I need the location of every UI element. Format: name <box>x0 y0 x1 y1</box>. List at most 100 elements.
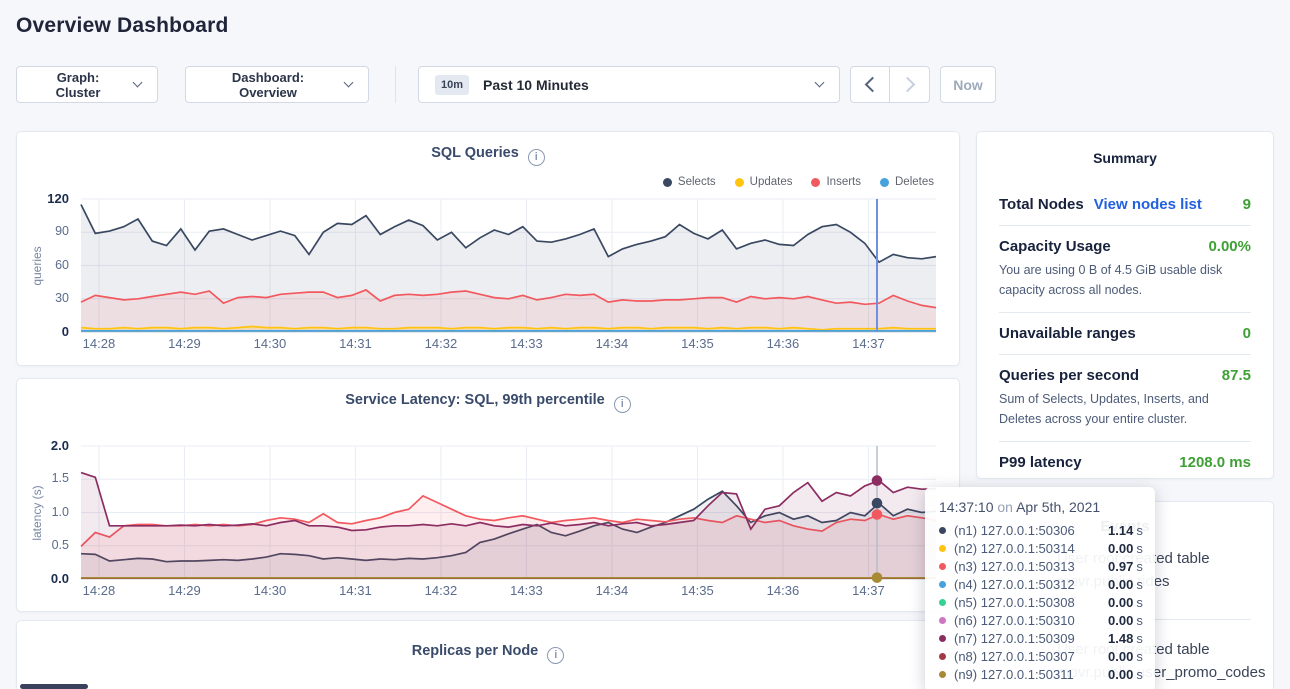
time-nav-arrows <box>850 66 930 103</box>
legend-item[interactable]: Inserts <box>811 176 861 188</box>
tooltip-node-label: (n5) 127.0.0.1:50308 <box>954 595 1108 610</box>
x-axis-tick: 14:33 <box>510 583 543 598</box>
x-axis-tick: 14:32 <box>425 583 458 598</box>
x-axis-tick: 14:34 <box>596 336 629 351</box>
replicas-per-node-card: Replicas per Node i <box>16 620 960 689</box>
chart-title-text: Service Latency: SQL, 99th percentile <box>345 392 605 408</box>
tooltip-node-row: (n1) 127.0.0.1:503061.14s <box>939 521 1143 539</box>
summary-value: 9 <box>1243 196 1251 213</box>
time-range-label: Past 10 Minutes <box>483 77 589 93</box>
tooltip-node-label: (n3) 127.0.0.1:50313 <box>954 559 1108 574</box>
legend-item[interactable]: Deletes <box>880 176 934 188</box>
info-icon[interactable]: i <box>547 647 564 664</box>
view-nodes-link[interactable]: View nodes list <box>1094 196 1202 213</box>
summary-label: Unavailable ranges <box>999 325 1136 342</box>
overview-dashboard-page: Overview Dashboard Graph: Cluster Dashbo… <box>0 14 1290 689</box>
legend-label: Updates <box>750 176 793 188</box>
x-axis-tick: 14:29 <box>168 583 201 598</box>
info-icon[interactable]: i <box>528 149 545 166</box>
now-button[interactable]: Now <box>940 66 996 103</box>
y-axis-unit-label: queries <box>30 246 44 285</box>
tooltip-node-value: 1.48 <box>1108 631 1133 646</box>
legend-label: Deletes <box>895 176 934 188</box>
tooltip-node-label: (n4) 127.0.0.1:50312 <box>954 577 1108 592</box>
tooltip-node-unit: s <box>1136 595 1143 610</box>
legend-dot <box>663 178 672 187</box>
x-axis-tick: 14:36 <box>767 583 800 598</box>
x-axis-tick: 14:31 <box>339 336 372 351</box>
summary-row: Unavailable ranges 0 <box>999 312 1251 354</box>
chart-title: Service Latency: SQL, 99th percentile i <box>17 392 959 413</box>
service-latency-plot[interactable]: 0.00.51.01.52.014:2814:2914:3014:3114:32… <box>81 446 936 579</box>
x-axis-tick: 14:28 <box>83 583 116 598</box>
time-prev-button[interactable] <box>850 66 890 103</box>
time-next-button[interactable] <box>890 66 930 103</box>
series-color-dot <box>939 527 946 534</box>
dashboard-dropdown[interactable]: Dashboard: Overview <box>185 66 369 103</box>
legend-label: Selects <box>678 176 716 188</box>
info-icon[interactable]: i <box>614 396 631 413</box>
sql-queries-card: SQL Queries i Selects Updates Inserts Delete… <box>16 131 960 366</box>
summary-row: Total Nodes View nodes list 9 <box>999 184 1251 225</box>
tooltip-node-row: (n6) 127.0.0.1:503100.00s <box>939 611 1143 629</box>
summary-panel: Summary Total NodesView nodes list9Capac… <box>976 131 1274 479</box>
toolbar: Graph: Cluster Dashboard: Overview 10m P… <box>16 66 1274 103</box>
summary-subtext: You are using 0 B of 4.5 GiB usable disk… <box>999 260 1249 300</box>
chart-title-text: SQL Queries <box>431 145 519 161</box>
tooltip-node-row: (n5) 127.0.0.1:503080.00s <box>939 593 1143 611</box>
x-axis-tick: 14:34 <box>596 583 629 598</box>
tooltip-node-row: (n4) 127.0.0.1:503120.00s <box>939 575 1143 593</box>
tooltip-timestamp: 14:37:10 on Apr 5th, 2021 <box>939 499 1143 515</box>
summary-label: P99 latency <box>999 454 1082 471</box>
summary-subtext: Sum of Selects, Updates, Inserts, and De… <box>999 389 1249 429</box>
y-axis-tick: 0.0 <box>25 571 69 586</box>
tooltip-node-row: (n7) 127.0.0.1:503091.48s <box>939 629 1143 647</box>
chart-title: SQL Queries i <box>17 145 959 166</box>
x-axis-tick: 14:28 <box>83 336 116 351</box>
series-color-dot <box>939 653 946 660</box>
tooltip-node-unit: s <box>1136 649 1143 664</box>
summary-value: 1208.0 ms <box>1179 454 1251 471</box>
series-color-dot <box>939 581 946 588</box>
x-axis-tick: 14:37 <box>852 583 885 598</box>
graph-dropdown[interactable]: Graph: Cluster <box>16 66 158 103</box>
tooltip-node-value: 0.97 <box>1108 559 1133 574</box>
tooltip-node-label: (n9) 127.0.0.1:50311 <box>954 667 1108 682</box>
tooltip-node-label: (n8) 127.0.0.1:50307 <box>954 649 1108 664</box>
clipped-axis-label <box>20 684 88 689</box>
summary-value: 0 <box>1243 325 1251 342</box>
sql-queries-plot[interactable]: 030609012014:2814:2914:3014:3114:3214:33… <box>81 199 936 332</box>
x-axis-tick: 14:32 <box>425 336 458 351</box>
legend-dot <box>880 178 889 187</box>
summary-row: Queries per second87.5Sum of Selects, Up… <box>999 354 1251 441</box>
tooltip-node-row: (n8) 127.0.0.1:503070.00s <box>939 647 1143 665</box>
y-axis-tick: 90 <box>25 224 69 238</box>
chevron-right-icon <box>900 77 916 93</box>
chevron-down-icon <box>344 78 354 88</box>
page-title: Overview Dashboard <box>16 14 1290 38</box>
time-range-badge: 10m <box>435 75 469 95</box>
legend-dot <box>811 178 820 187</box>
series-color-dot <box>939 599 946 606</box>
tooltip-node-value: 0.00 <box>1108 667 1133 682</box>
toolbar-divider <box>395 66 396 103</box>
dashboard-dropdown-label: Dashboard: Overview <box>202 70 334 100</box>
tooltip-node-unit: s <box>1136 541 1143 556</box>
legend-dot <box>735 178 744 187</box>
time-range-dropdown[interactable]: 10m Past 10 Minutes <box>418 66 840 103</box>
chevron-down-icon <box>815 78 825 88</box>
summary-label: Total Nodes <box>999 196 1084 213</box>
graph-dropdown-label: Graph: Cluster <box>33 70 123 100</box>
y-axis-unit-label: latency (s) <box>30 485 44 540</box>
legend-item[interactable]: Updates <box>735 176 793 188</box>
tooltip-node-value: 0.00 <box>1108 541 1133 556</box>
tooltip-node-value: 0.00 <box>1108 595 1133 610</box>
tooltip-node-unit: s <box>1136 613 1143 628</box>
tooltip-node-unit: s <box>1136 523 1143 538</box>
chart-title-text: Replicas per Node <box>412 643 539 659</box>
series-color-dot <box>939 617 946 624</box>
tooltip-node-unit: s <box>1136 559 1143 574</box>
legend-item[interactable]: Selects <box>663 176 716 188</box>
chart-legend: Selects Updates Inserts Deletes <box>663 176 934 188</box>
x-axis-tick: 14:30 <box>254 336 287 351</box>
